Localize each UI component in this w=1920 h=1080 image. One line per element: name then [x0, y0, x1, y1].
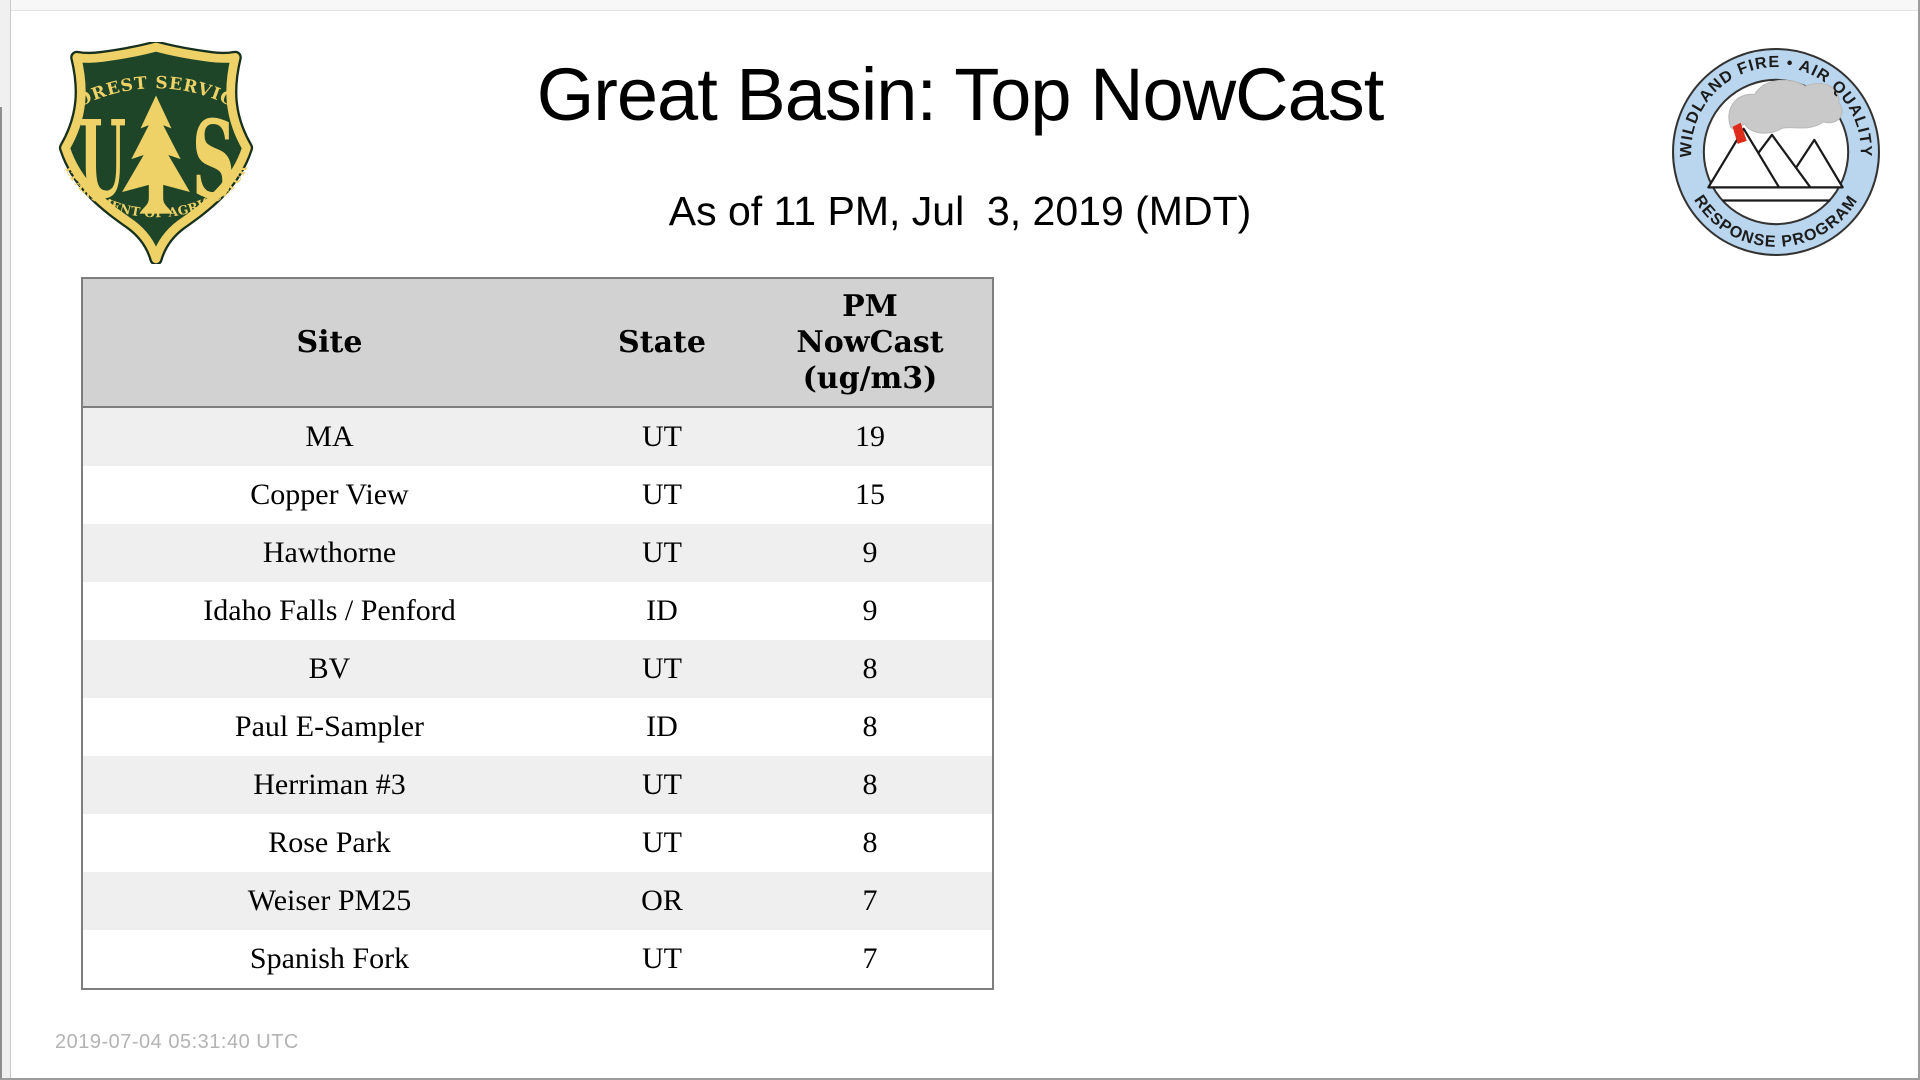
usfs-monogram-u: U [79, 98, 126, 223]
pm-cell: 7 [862, 942, 878, 975]
site-cell: Spanish Fork [249, 942, 410, 975]
site-cell: Paul E-Sampler [234, 710, 425, 743]
pm-cell: 8 [862, 768, 878, 801]
smoke-plume-icon [1728, 79, 1843, 134]
table-row: Hawthorne UT 9 [82, 524, 993, 582]
col-header-pm-nowcast: PM NowCast (ug/m3) [748, 278, 993, 408]
state-cell: UT [642, 536, 682, 569]
state-cell: ID [646, 710, 678, 743]
window-edge-bottom [0, 1078, 1920, 1080]
table-row: Weiser PM25 OR 7 [82, 872, 993, 930]
wfaqrp-logo: WILDLAND FIRE • AIR QUALITY RESPONSE PRO… [1672, 48, 1880, 256]
window-edge-left [0, 0, 11, 1080]
page-title: Great Basin: Top NowCast [536, 53, 1385, 136]
usfs-pine-tree-icon [122, 95, 190, 214]
site-cell: Copper View [250, 478, 409, 511]
state-cell: UT [642, 478, 682, 511]
state-cell: UT [642, 768, 682, 801]
site-cell: Weiser PM25 [247, 884, 412, 917]
pm-cell: 8 [862, 826, 878, 859]
site-cell: BV [308, 652, 351, 685]
window-edge-right [1918, 0, 1920, 1080]
state-cell: UT [642, 420, 682, 453]
pm-cell: 8 [862, 652, 878, 685]
site-cell: Idaho Falls / Penford [203, 594, 456, 627]
nowcast-table: Site State PM NowCast (ug/m3) MA UT 19 C… [81, 277, 994, 990]
pm-cell: 15 [855, 478, 885, 511]
site-cell: MA [305, 420, 354, 453]
state-cell: UT [642, 652, 682, 685]
col-header-state: State [576, 278, 748, 408]
site-cell: Hawthorne [262, 536, 397, 569]
table-row: Paul E-Sampler ID 8 [82, 698, 993, 756]
page-subtitle: As of 11 PM, Jul 3, 2019 (MDT) [668, 188, 1252, 234]
state-cell: OR [641, 884, 683, 917]
table-header-row: Site State PM NowCast (ug/m3) [82, 278, 993, 408]
pm-cell: 19 [855, 420, 885, 453]
window-edge-top [0, 0, 1920, 11]
table-row: Spanish Fork UT 7 [82, 930, 993, 989]
state-cell: ID [646, 594, 678, 627]
flame-marker-icon [1732, 122, 1747, 144]
table-row: Herriman #3 UT 8 [82, 756, 993, 814]
table-row: BV UT 8 [82, 640, 993, 698]
table-row: Rose Park UT 8 [82, 814, 993, 872]
pm-cell: 9 [862, 536, 878, 569]
usfs-shield-logo: FOREST SERVICE U S DEPARTMENT OF AGRICUL… [53, 42, 254, 264]
table-row: Idaho Falls / Penford ID 9 [82, 582, 993, 640]
mountains-icon [1707, 127, 1844, 202]
table-row: MA UT 19 [82, 407, 993, 466]
table-row: Copper View UT 15 [82, 466, 993, 524]
usfs-monogram-s: S [192, 98, 235, 223]
window-edge-left-dark [0, 107, 2, 1080]
state-cell: UT [642, 826, 682, 859]
pm-cell: 8 [862, 710, 878, 743]
generation-timestamp: 2019-07-04 05:31:40 UTC [55, 1031, 299, 1053]
site-cell: Herriman #3 [253, 768, 406, 801]
site-cell: Rose Park [268, 826, 391, 859]
pm-cell: 9 [862, 594, 878, 627]
pm-cell: 7 [862, 884, 878, 917]
nowcast-table-container: Site State PM NowCast (ug/m3) MA UT 19 C… [81, 277, 994, 990]
col-header-site: Site [82, 278, 576, 408]
state-cell: UT [642, 942, 682, 975]
